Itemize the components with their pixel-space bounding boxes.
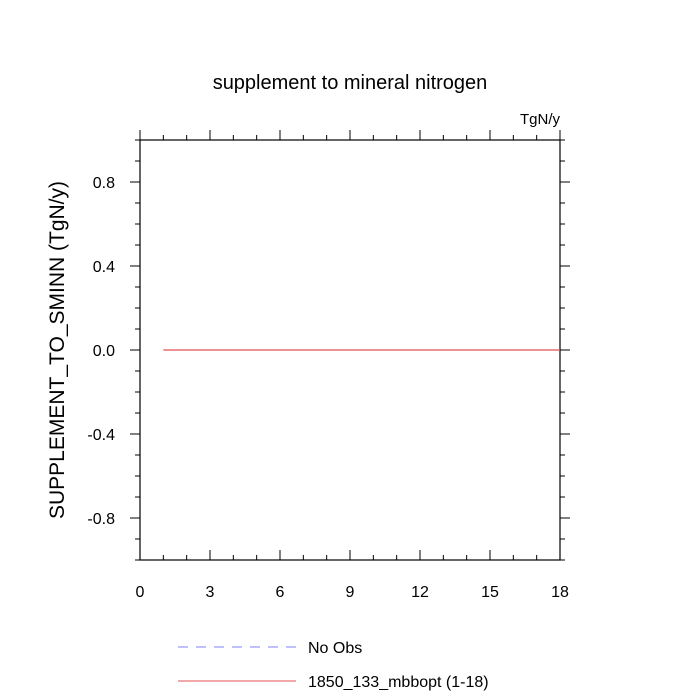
x-tick-label: 3 [206, 584, 215, 601]
x-tick-label: 9 [346, 584, 355, 601]
chart-title: supplement to mineral nitrogen [213, 72, 488, 94]
x-tick-label: 6 [276, 584, 285, 601]
y-tick-label: -0.4 [87, 427, 115, 444]
x-tick-label: 15 [481, 584, 499, 601]
x-tick-label: 12 [411, 584, 429, 601]
y-tick-label: 0.4 [93, 259, 115, 276]
legend: No Obs 1850_133_mbbopt (1-18) [178, 640, 489, 691]
legend-label: 1850_133_mbbopt (1-18) [308, 674, 489, 691]
y-tick-label: 0.0 [93, 343, 115, 360]
y-axis-label: SUPPLEMENT_TO_SMINN (TgN/y) [46, 181, 69, 519]
axis-ticks: 0 3 6 9 12 15 18 -0.8 -0.4 0.0 0.4 0.8 [87, 130, 570, 601]
y-tick-label: -0.8 [87, 511, 115, 528]
x-tick-label: 0 [136, 584, 145, 601]
y-tick-label: 0.8 [93, 175, 115, 192]
legend-label: No Obs [308, 640, 362, 657]
units-label: TgN/y [520, 111, 561, 128]
x-tick-label: 18 [551, 584, 569, 601]
